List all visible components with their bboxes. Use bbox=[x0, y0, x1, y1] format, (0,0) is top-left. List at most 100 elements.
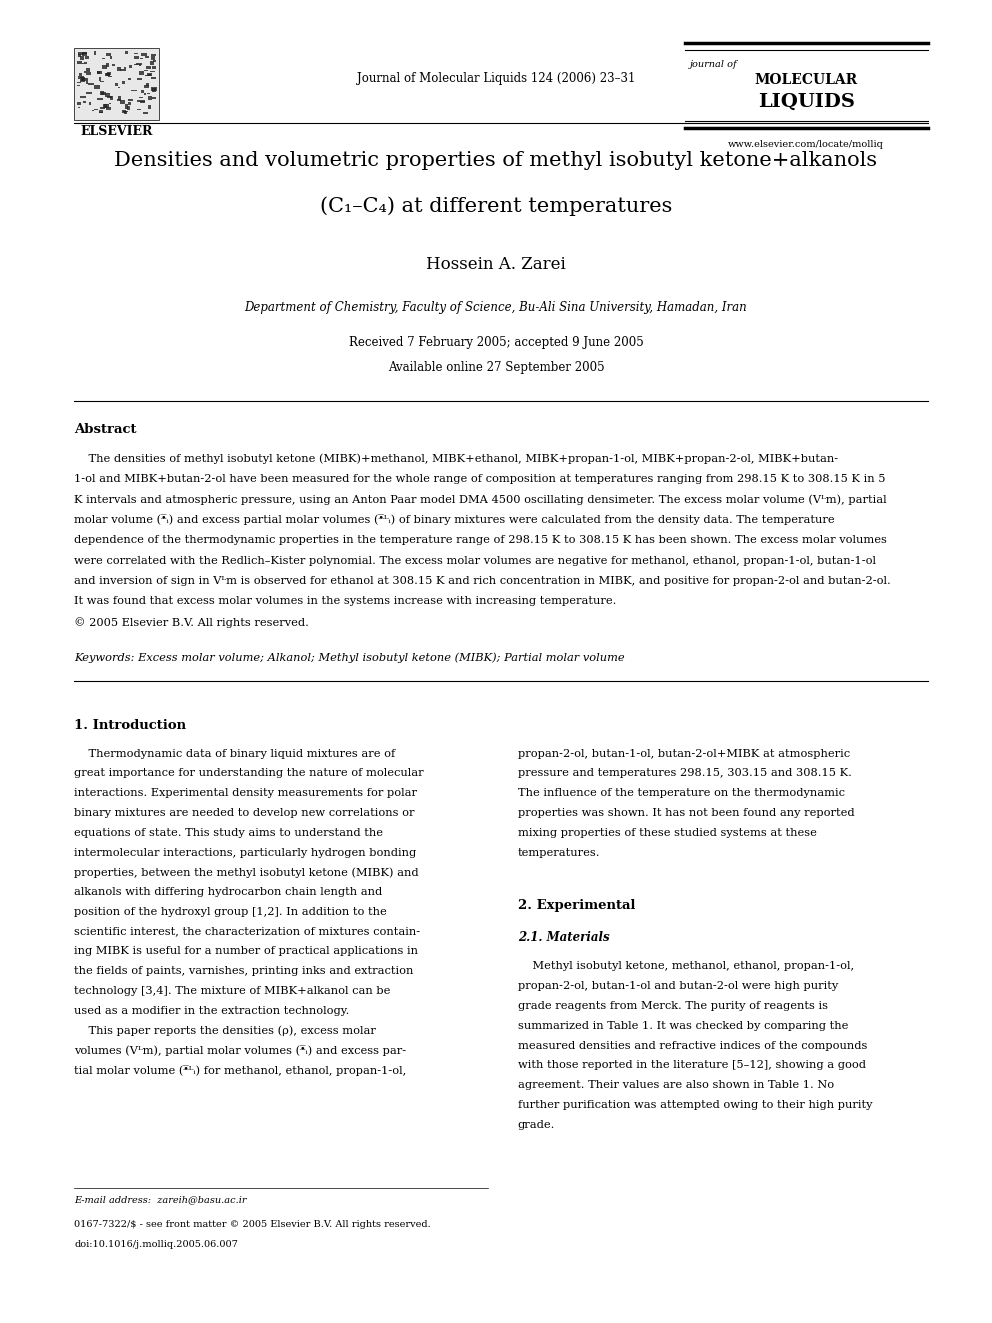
Bar bbox=[124, 111, 127, 114]
Bar bbox=[134, 53, 138, 54]
Bar bbox=[94, 52, 96, 56]
Text: alkanols with differing hydrocarbon chain length and: alkanols with differing hydrocarbon chai… bbox=[74, 888, 383, 897]
Text: Keywords: Excess molar volume; Alkanol; Methyl isobutyl ketone (MIBK); Partial m: Keywords: Excess molar volume; Alkanol; … bbox=[74, 652, 625, 663]
Bar bbox=[102, 65, 107, 69]
Text: www.elsevier.com/locate/molliq: www.elsevier.com/locate/molliq bbox=[728, 140, 884, 149]
Bar bbox=[143, 111, 149, 114]
Bar bbox=[106, 53, 111, 56]
Text: The influence of the temperature on the thermodynamic: The influence of the temperature on the … bbox=[518, 789, 845, 798]
Bar bbox=[144, 93, 146, 95]
Text: the fields of paints, varnishes, printing inks and extraction: the fields of paints, varnishes, printin… bbox=[74, 966, 414, 976]
Bar bbox=[151, 56, 155, 60]
Text: doi:10.1016/j.molliq.2005.06.007: doi:10.1016/j.molliq.2005.06.007 bbox=[74, 1240, 238, 1249]
Bar bbox=[122, 81, 125, 85]
Text: MOLECULAR: MOLECULAR bbox=[755, 73, 858, 87]
Bar bbox=[137, 108, 141, 110]
Bar bbox=[130, 65, 133, 67]
Bar bbox=[153, 60, 156, 62]
Bar bbox=[98, 112, 103, 114]
Bar bbox=[128, 102, 131, 105]
Bar bbox=[151, 54, 157, 56]
Bar bbox=[88, 102, 91, 106]
Text: It was found that excess molar volumes in the systems increase with increasing t: It was found that excess molar volumes i… bbox=[74, 597, 617, 606]
Text: used as a modifier in the extraction technology.: used as a modifier in the extraction tec… bbox=[74, 1005, 350, 1016]
Text: were correlated with the Redlich–Kister polynomial. The excess molar volumes are: were correlated with the Redlich–Kister … bbox=[74, 556, 876, 565]
Bar bbox=[82, 52, 87, 54]
Text: measured densities and refractive indices of the compounds: measured densities and refractive indice… bbox=[518, 1040, 867, 1050]
Bar bbox=[110, 57, 112, 58]
Bar bbox=[77, 85, 79, 86]
Bar bbox=[152, 77, 156, 79]
Bar bbox=[80, 97, 86, 98]
Bar bbox=[148, 106, 151, 110]
Bar bbox=[109, 97, 113, 99]
Bar bbox=[147, 73, 152, 75]
Text: dependence of the thermodynamic properties in the temperature range of 298.15 K : dependence of the thermodynamic properti… bbox=[74, 534, 887, 545]
Text: (C₁–C₄) at different temperatures: (C₁–C₄) at different temperatures bbox=[319, 196, 673, 216]
Bar bbox=[124, 67, 126, 71]
Bar bbox=[152, 66, 156, 69]
Bar bbox=[85, 69, 90, 71]
Bar bbox=[77, 82, 80, 83]
Bar bbox=[141, 53, 147, 57]
Text: Abstract: Abstract bbox=[74, 423, 137, 437]
Bar bbox=[148, 97, 152, 99]
Text: 2. Experimental: 2. Experimental bbox=[518, 900, 635, 913]
Bar bbox=[100, 81, 104, 82]
Bar bbox=[120, 101, 125, 103]
Bar bbox=[140, 58, 144, 60]
Bar bbox=[81, 53, 87, 56]
Text: tial molar volume (ᵜ̅ᴸᵢ) for methanol, ethanol, propan-1-ol,: tial molar volume (ᵜ̅ᴸᵢ) for methanol, e… bbox=[74, 1065, 407, 1076]
Bar bbox=[106, 73, 110, 77]
Bar bbox=[153, 89, 156, 91]
Bar bbox=[83, 62, 87, 64]
Bar bbox=[81, 77, 84, 81]
Text: grade.: grade. bbox=[518, 1119, 556, 1130]
Text: ELSEVIER: ELSEVIER bbox=[80, 124, 153, 138]
Text: pressure and temperatures 298.15, 303.15 and 308.15 K.: pressure and temperatures 298.15, 303.15… bbox=[518, 769, 852, 778]
Bar bbox=[97, 71, 102, 74]
Text: intermolecular interactions, particularly hydrogen bonding: intermolecular interactions, particularl… bbox=[74, 848, 417, 857]
Text: further purification was attempted owing to their high purity: further purification was attempted owing… bbox=[518, 1099, 872, 1110]
Bar bbox=[123, 111, 128, 112]
Text: © 2005 Elsevier B.V. All rights reserved.: © 2005 Elsevier B.V. All rights reserved… bbox=[74, 617, 310, 628]
Bar bbox=[88, 83, 94, 85]
Bar bbox=[146, 66, 151, 69]
Text: grade reagents from Merck. The purity of reagents is: grade reagents from Merck. The purity of… bbox=[518, 1002, 827, 1011]
Text: and inversion of sign in Vᴸm is observed for ethanol at 308.15 K and rich concen: and inversion of sign in Vᴸm is observed… bbox=[74, 576, 891, 586]
Text: The densities of methyl isobutyl ketone (MIBK)+methanol, MIBK+ethanol, MIBK+prop: The densities of methyl isobutyl ketone … bbox=[74, 452, 838, 463]
Bar bbox=[151, 87, 157, 91]
Bar bbox=[136, 62, 142, 65]
Text: Densities and volumetric properties of methyl isobutyl ketone+alkanols: Densities and volumetric properties of m… bbox=[114, 151, 878, 169]
Text: molar volume (ᵜ̅ᵢ) and excess partial molar volumes (ᵜ̅ᴸᵢ) of binary mixtures we: molar volume (ᵜ̅ᵢ) and excess partial mo… bbox=[74, 515, 835, 525]
Text: Available online 27 September 2005: Available online 27 September 2005 bbox=[388, 361, 604, 374]
Bar bbox=[79, 56, 84, 60]
Text: great importance for understanding the nature of molecular: great importance for understanding the n… bbox=[74, 769, 424, 778]
Text: agreement. Their values are also shown in Table 1. No: agreement. Their values are also shown i… bbox=[518, 1080, 834, 1090]
Bar bbox=[131, 90, 137, 91]
Text: scientific interest, the characterization of mixtures contain-: scientific interest, the characterizatio… bbox=[74, 926, 421, 937]
Text: Hossein A. Zarei: Hossein A. Zarei bbox=[427, 255, 565, 273]
Bar bbox=[83, 101, 85, 103]
Text: 2.1. Materials: 2.1. Materials bbox=[518, 931, 609, 945]
Text: Received 7 February 2005; accepted 9 June 2005: Received 7 February 2005; accepted 9 Jun… bbox=[348, 336, 644, 349]
Bar bbox=[148, 74, 151, 75]
Bar bbox=[80, 79, 84, 82]
Bar bbox=[107, 97, 112, 98]
Bar bbox=[115, 83, 118, 86]
Bar bbox=[112, 64, 115, 66]
Bar bbox=[83, 52, 86, 54]
Bar bbox=[140, 71, 144, 74]
Bar bbox=[106, 64, 109, 67]
Bar bbox=[125, 52, 128, 54]
Bar bbox=[79, 73, 82, 75]
Text: mixing properties of these studied systems at these: mixing properties of these studied syste… bbox=[518, 828, 816, 837]
Bar bbox=[125, 105, 128, 106]
Bar bbox=[78, 52, 83, 56]
Bar bbox=[153, 98, 157, 99]
Text: propan-2-ol, butan-1-ol and butan-2-ol were high purity: propan-2-ol, butan-1-ol and butan-2-ol w… bbox=[518, 982, 838, 991]
Bar bbox=[104, 105, 107, 107]
Bar bbox=[103, 105, 109, 108]
Bar bbox=[74, 48, 160, 120]
Text: propan-2-ol, butan-1-ol, butan-2-ol+MIBK at atmospheric: propan-2-ol, butan-1-ol, butan-2-ol+MIBK… bbox=[518, 749, 850, 758]
